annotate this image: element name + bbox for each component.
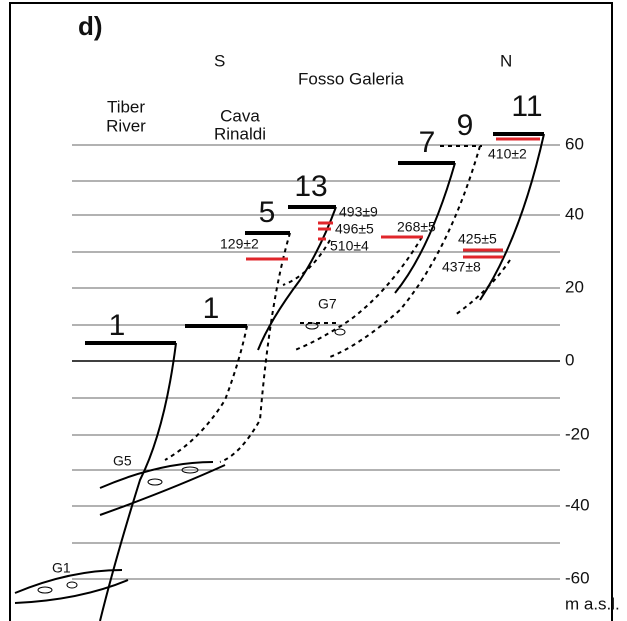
age: 437±8 [442, 259, 481, 275]
axis-tick: 0 [565, 350, 574, 369]
panel-label: d) [78, 11, 103, 41]
terrace-label: 5 [259, 196, 276, 229]
age: 268±5 [397, 219, 436, 235]
axis-tick: 20 [565, 277, 584, 296]
gravel-label: G5 [113, 453, 132, 469]
grid [72, 144, 560, 580]
axis-tick: -40 [565, 495, 590, 514]
age: 425±5 [458, 231, 497, 247]
age: 129±2 [220, 236, 259, 252]
direction: N [500, 51, 512, 70]
profiles [99, 133, 545, 621]
locality: River [106, 116, 146, 135]
age: 493±9 [339, 204, 378, 220]
terrace-label: 1 [203, 292, 220, 325]
axis-tick: 40 [565, 204, 584, 223]
terrace-label: 13 [294, 170, 327, 203]
terrace-label: 9 [457, 109, 474, 142]
locality: Tiber [107, 97, 145, 116]
axis-tick: -60 [565, 568, 590, 587]
axis-tick: 60 [565, 134, 584, 153]
locality: Rinaldi [214, 124, 266, 143]
site: Fosso Galeria [298, 69, 404, 88]
age: 496±5 [335, 221, 374, 237]
terrace-levels [85, 132, 544, 345]
frame [9, 2, 613, 621]
direction: S [214, 51, 225, 70]
locality: Cava [220, 106, 260, 125]
terrace-label: 7 [419, 126, 436, 159]
terrace-label: 11 [511, 90, 542, 123]
gravel-label: G1 [52, 560, 71, 576]
gravel-bodies [14, 322, 346, 604]
gravel-label: G7 [318, 296, 337, 312]
terrace-label: 1 [109, 309, 126, 342]
axis-unit: m a.s.l. [565, 594, 620, 613]
age: 510±4 [330, 238, 369, 254]
axis-tick: -20 [565, 424, 590, 443]
age: 410±2 [488, 146, 527, 162]
